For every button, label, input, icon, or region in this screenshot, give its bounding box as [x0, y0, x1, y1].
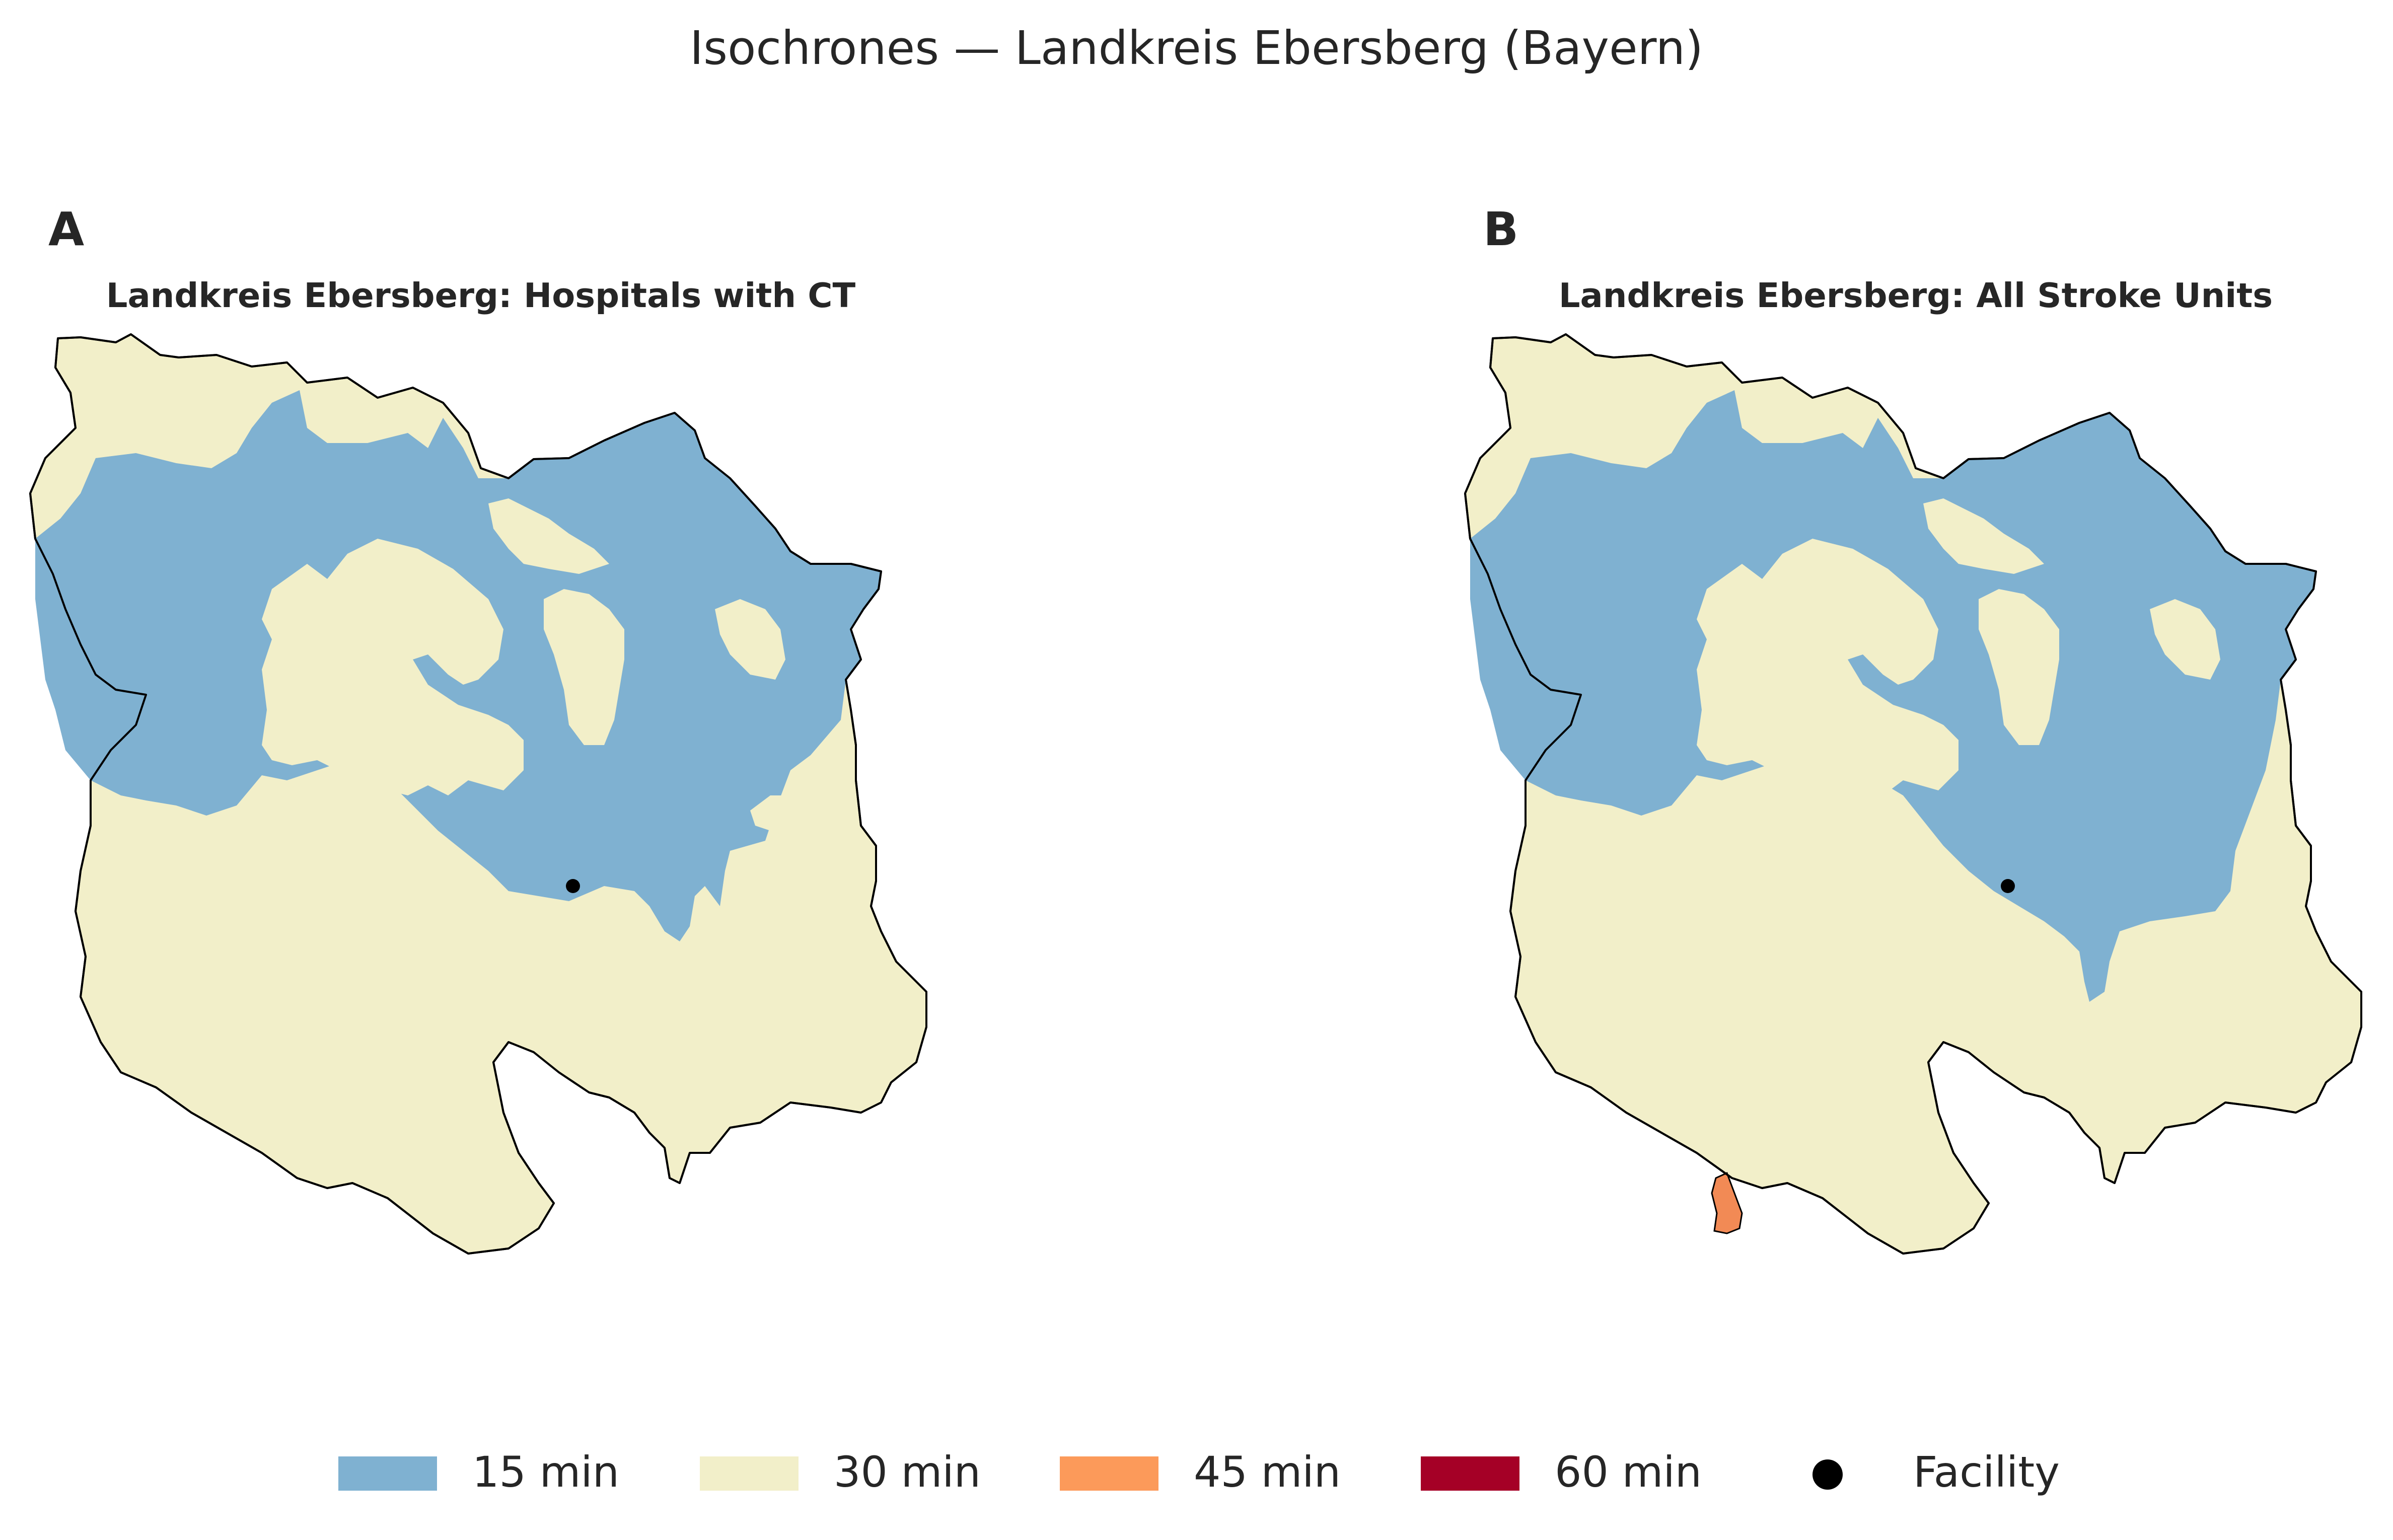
zone-30-min-inner-4 — [488, 498, 609, 574]
zone-30-min-inner-2 — [1979, 589, 2059, 745]
legend-label-45-min: 45 min — [1194, 1447, 1341, 1497]
facility-marker — [2001, 879, 2015, 893]
panel-a-title: Landkreis Ebersberg: Hospitals with CT — [106, 276, 856, 315]
legend-swatch-15-min — [338, 1456, 437, 1491]
facility-marker — [566, 879, 580, 893]
zone-30-min-inner — [1697, 539, 1959, 795]
legend-swatch-60-min — [1421, 1456, 1519, 1491]
figure-title: Isochrones — Landkreis Ebersberg (Bayern… — [690, 21, 1703, 75]
zone-15-min-area — [1470, 390, 2316, 1002]
map-panel-b — [1464, 333, 2362, 1255]
legend-label-facility: Facility — [1913, 1447, 2060, 1497]
panel-b-title: Landkreis Ebersberg: All Stroke Units — [1558, 276, 2273, 315]
zone-30-min-inner-5 — [750, 795, 811, 836]
zone-30-min-inner-3 — [2150, 599, 2220, 680]
district-shape-b — [1464, 333, 2362, 1255]
legend-swatch-45-min — [1060, 1456, 1158, 1491]
legend-facility-dot — [1812, 1459, 1843, 1490]
zone-45-min-area — [1711, 1171, 1743, 1234]
map-panel-a — [29, 333, 927, 1255]
legend-label-60-min: 60 min — [1555, 1447, 1702, 1497]
zone-30-min-inner-4 — [1923, 498, 2044, 574]
legend: 15 min 30 min 45 min 60 min Facility — [0, 1437, 2393, 1513]
zone-30-min-inner-2 — [544, 589, 624, 745]
panel-a-letter: A — [48, 202, 85, 256]
panel-b-letter: B — [1483, 202, 1519, 256]
legend-label-30-min: 30 min — [834, 1447, 981, 1497]
zone-30-min-inner — [262, 539, 524, 795]
legend-label-15-min: 15 min — [472, 1447, 619, 1497]
district-outline — [29, 333, 927, 1255]
district-shape-a — [29, 333, 927, 1255]
zone-30-min-inner-3 — [715, 599, 785, 680]
district-outline — [1464, 333, 2362, 1255]
legend-swatch-30-min — [700, 1456, 799, 1491]
